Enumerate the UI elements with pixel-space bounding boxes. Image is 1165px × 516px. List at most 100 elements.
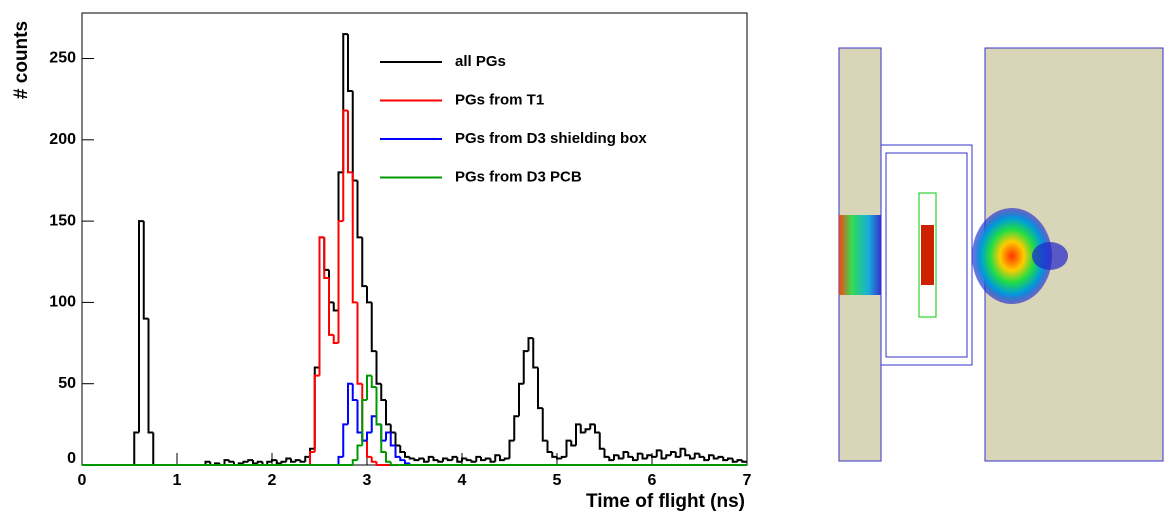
histogram-step bbox=[252, 460, 258, 465]
histogram-step bbox=[603, 448, 610, 458]
histogram-step bbox=[437, 460, 443, 463]
beam-tail bbox=[1032, 242, 1068, 270]
histogram-step bbox=[627, 451, 633, 458]
histogram-step bbox=[560, 455, 567, 459]
histogram-step bbox=[622, 450, 629, 459]
left-beam bbox=[839, 215, 881, 295]
histogram-step bbox=[370, 375, 377, 388]
histogram-step bbox=[366, 440, 372, 458]
x-tick-label: 3 bbox=[363, 472, 372, 489]
histogram-step bbox=[275, 460, 282, 465]
histogram-step bbox=[142, 221, 149, 320]
histogram-step bbox=[518, 382, 524, 417]
histogram-step bbox=[736, 459, 743, 462]
detector-core bbox=[921, 225, 934, 285]
histogram-step bbox=[708, 454, 714, 461]
histogram-step bbox=[575, 423, 581, 446]
histogram-step bbox=[527, 337, 534, 352]
histogram-step bbox=[727, 457, 733, 461]
histogram-step bbox=[722, 456, 728, 462]
histogram-step bbox=[446, 458, 453, 462]
histogram-step bbox=[228, 460, 234, 463]
histogram-step bbox=[494, 454, 500, 462]
x-tick-label: 1 bbox=[173, 472, 182, 489]
histogram-step bbox=[294, 459, 301, 462]
histogram-step bbox=[299, 460, 306, 463]
histogram-step bbox=[594, 424, 600, 434]
histogram-step bbox=[361, 398, 367, 446]
histogram-step bbox=[385, 431, 391, 441]
histogram-step bbox=[413, 458, 420, 462]
histogram-step bbox=[347, 34, 353, 93]
histogram-step bbox=[361, 237, 367, 288]
histogram-step bbox=[266, 460, 272, 465]
histogram-step bbox=[399, 456, 405, 462]
histogram-step bbox=[152, 432, 158, 466]
histogram-step bbox=[328, 278, 334, 336]
histogram-step bbox=[366, 431, 372, 441]
histogram-step bbox=[641, 453, 648, 460]
y-tick-label: 100 bbox=[49, 294, 76, 311]
histogram-step bbox=[712, 455, 719, 460]
histogram-step bbox=[366, 286, 372, 304]
histogram-step bbox=[385, 451, 391, 463]
x-tick-label: 7 bbox=[743, 472, 752, 489]
histogram-step bbox=[423, 458, 429, 463]
histogram-step bbox=[717, 455, 724, 459]
histogram-step bbox=[347, 110, 353, 174]
histogram-step bbox=[394, 432, 401, 447]
histogram-step bbox=[608, 456, 614, 462]
histogram-step bbox=[375, 351, 382, 385]
histogram-step bbox=[399, 445, 405, 453]
histogram-step bbox=[546, 440, 553, 453]
legend-label: PGs from D3 PCB bbox=[455, 168, 582, 185]
histogram-step bbox=[290, 458, 296, 463]
histogram-step bbox=[347, 382, 353, 425]
histogram-step bbox=[332, 302, 339, 312]
histogram-step bbox=[133, 431, 139, 465]
histogram-step bbox=[532, 338, 538, 369]
histogram-step bbox=[513, 415, 519, 441]
histogram-step bbox=[370, 302, 377, 353]
y-axis-label: # counts bbox=[11, 21, 32, 99]
histogram-step bbox=[665, 454, 671, 459]
histogram-step bbox=[427, 455, 434, 462]
histogram-step bbox=[442, 457, 448, 462]
histogram-step bbox=[451, 455, 458, 461]
histogram-step bbox=[366, 374, 372, 400]
histogram-step bbox=[480, 456, 486, 462]
histogram-step bbox=[522, 350, 529, 384]
y-tick-label: 50 bbox=[58, 375, 76, 392]
histogram-step bbox=[351, 383, 358, 401]
histogram-step bbox=[670, 450, 676, 456]
histogram-step bbox=[404, 460, 410, 465]
histogram-step bbox=[489, 458, 496, 463]
legend-label: all PGs bbox=[455, 53, 506, 70]
x-axis-label: Time of flight (ns) bbox=[586, 491, 745, 512]
histogram-step bbox=[323, 237, 329, 280]
histogram-step bbox=[537, 367, 543, 410]
histogram-step bbox=[660, 450, 667, 460]
histogram-step bbox=[313, 374, 320, 452]
histogram-step bbox=[589, 423, 595, 430]
histogram-step bbox=[613, 454, 619, 461]
histogram-step bbox=[247, 459, 253, 462]
histogram-step bbox=[503, 457, 510, 461]
histogram-step bbox=[271, 459, 277, 462]
y-tick-label: 200 bbox=[49, 131, 76, 148]
histogram-step bbox=[342, 109, 348, 222]
histogram-step bbox=[655, 449, 662, 457]
histogram-step bbox=[342, 423, 348, 457]
x-tick-label: 0 bbox=[78, 472, 87, 489]
detector-image bbox=[838, 47, 1164, 462]
histogram-step bbox=[741, 460, 747, 463]
box-inner bbox=[885, 152, 968, 358]
histogram-step bbox=[674, 451, 681, 458]
histogram-step bbox=[541, 408, 548, 442]
histogram-step bbox=[389, 461, 396, 466]
right-beam bbox=[972, 208, 1052, 304]
y-tick-label: 0 bbox=[67, 450, 76, 467]
histogram-step bbox=[731, 458, 738, 463]
histogram-step bbox=[499, 455, 505, 462]
histogram-step bbox=[432, 456, 439, 462]
